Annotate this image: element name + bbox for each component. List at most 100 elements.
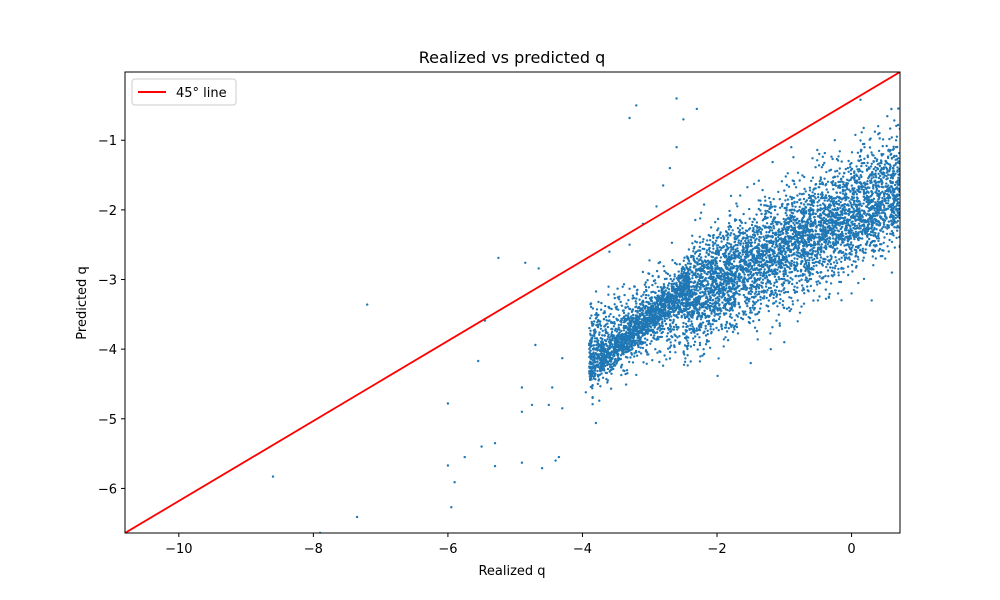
scatter-point	[857, 222, 861, 225]
scatter-point	[594, 317, 598, 320]
scatter-point	[692, 272, 696, 276]
scatter-point	[890, 107, 893, 111]
scatter-point	[723, 326, 727, 329]
scatter-point	[831, 275, 834, 278]
scatter-point	[803, 266, 807, 269]
scatter-point	[667, 316, 671, 319]
scatter-point	[865, 228, 868, 231]
scatter-point	[838, 172, 841, 175]
scatter-point	[615, 306, 618, 309]
scatter-point	[787, 241, 790, 245]
scatter-point	[781, 255, 785, 258]
scatter-point	[789, 229, 793, 232]
scatter-point	[870, 162, 873, 165]
scatter-point	[765, 291, 768, 294]
scatter-point	[874, 174, 877, 177]
scatter-point	[619, 300, 622, 304]
scatter-point	[884, 208, 888, 211]
scatter-point	[711, 323, 714, 326]
scatter-point	[889, 208, 893, 212]
scatter-point	[834, 238, 837, 241]
scatter-point	[655, 269, 659, 273]
scatter-point	[662, 286, 665, 289]
scatter-point	[846, 166, 850, 170]
scatter-point	[809, 217, 812, 220]
scatter-point	[843, 172, 846, 175]
scatter-point	[800, 278, 803, 281]
scatter-point	[729, 266, 733, 269]
scatter-point	[797, 251, 800, 254]
scatter-point	[652, 279, 656, 283]
scatter-point	[729, 225, 733, 229]
scatter-point	[705, 300, 708, 303]
scatter-point	[877, 204, 880, 208]
scatter-point	[591, 403, 594, 406]
scatter-point	[634, 305, 637, 309]
scatter-point	[738, 256, 741, 260]
scatter-point	[620, 304, 624, 307]
scatter-point	[771, 222, 774, 225]
scatter-point	[780, 223, 783, 226]
scatter-point	[755, 258, 758, 261]
scatter-point	[783, 277, 786, 281]
scatter-point	[682, 304, 685, 307]
scatter-point	[825, 182, 828, 186]
scatter-point	[804, 190, 807, 193]
scatter-point	[630, 315, 633, 318]
scatter-point	[890, 240, 894, 244]
scatter-point	[874, 166, 877, 169]
scatter-point	[851, 176, 855, 179]
scatter-point	[888, 238, 891, 242]
scatter-point	[808, 189, 812, 192]
scatter-point	[765, 250, 768, 253]
scatter-point	[780, 250, 783, 253]
scatter-point	[722, 338, 726, 341]
scatter-point	[834, 256, 837, 259]
scatter-point	[682, 350, 685, 353]
scatter-point	[848, 251, 852, 255]
scatter-point	[819, 250, 823, 254]
scatter-point	[761, 286, 764, 289]
scatter-point	[702, 352, 706, 356]
scatter-point	[733, 240, 736, 244]
scatter-point	[765, 256, 768, 259]
scatter-point	[755, 221, 759, 224]
scatter-point	[771, 240, 774, 243]
scatter-point	[887, 197, 890, 200]
scatter-point	[877, 185, 881, 188]
scatter-point	[881, 173, 884, 176]
scatter-point	[812, 208, 815, 212]
scatter-point	[793, 240, 797, 244]
scatter-point	[786, 290, 790, 294]
scatter-point	[640, 343, 643, 346]
scatter-point	[839, 178, 843, 181]
scatter-point	[741, 227, 744, 230]
scatter-point	[691, 295, 694, 298]
scatter-point	[803, 257, 806, 261]
scatter-point	[793, 215, 796, 218]
scatter-point	[668, 323, 672, 326]
scatter-point	[869, 220, 873, 223]
scatter-point	[812, 243, 816, 246]
scatter-point	[665, 317, 668, 320]
scatter-point	[851, 233, 855, 237]
scatter-point	[698, 314, 701, 317]
scatter-point	[889, 213, 892, 217]
scatter-point	[768, 264, 772, 268]
scatter-point	[683, 256, 686, 259]
scatter-point	[860, 220, 864, 223]
scatter-point	[765, 282, 768, 285]
scatter-point	[777, 233, 780, 236]
scatter-point	[817, 260, 820, 264]
scatter-point	[825, 280, 828, 284]
scatter-point	[835, 226, 838, 230]
scatter-point	[749, 261, 752, 265]
scatter-point	[831, 208, 834, 211]
scatter-point	[733, 218, 737, 221]
scatter-point	[730, 316, 733, 319]
scatter-point	[880, 152, 883, 156]
scatter-point	[682, 259, 685, 262]
scatter-point	[707, 248, 711, 251]
scatter-point	[709, 291, 713, 294]
scatter-point	[747, 291, 751, 294]
